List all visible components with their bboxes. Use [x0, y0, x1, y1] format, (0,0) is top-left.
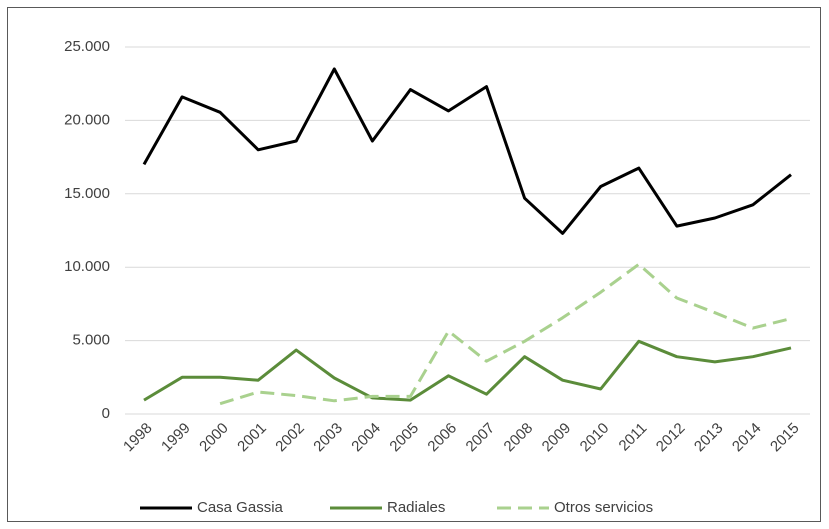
- y-tick-label: 5.000: [72, 332, 110, 349]
- y-tick-label: 20.000: [64, 111, 110, 128]
- y-tick-label: 10.000: [64, 258, 110, 275]
- y-tick-label: 0: [102, 405, 110, 422]
- y-tick-label: 25.000: [64, 38, 110, 55]
- series-line: [143, 339, 792, 402]
- y-tick-label: 15.000: [64, 185, 110, 202]
- series-line: [142, 67, 792, 235]
- legend-label: Radiales: [387, 499, 445, 516]
- legend-label: Casa Gassia: [197, 499, 284, 516]
- series-line: [219, 262, 792, 406]
- legend-label: Otros servicios: [554, 499, 653, 516]
